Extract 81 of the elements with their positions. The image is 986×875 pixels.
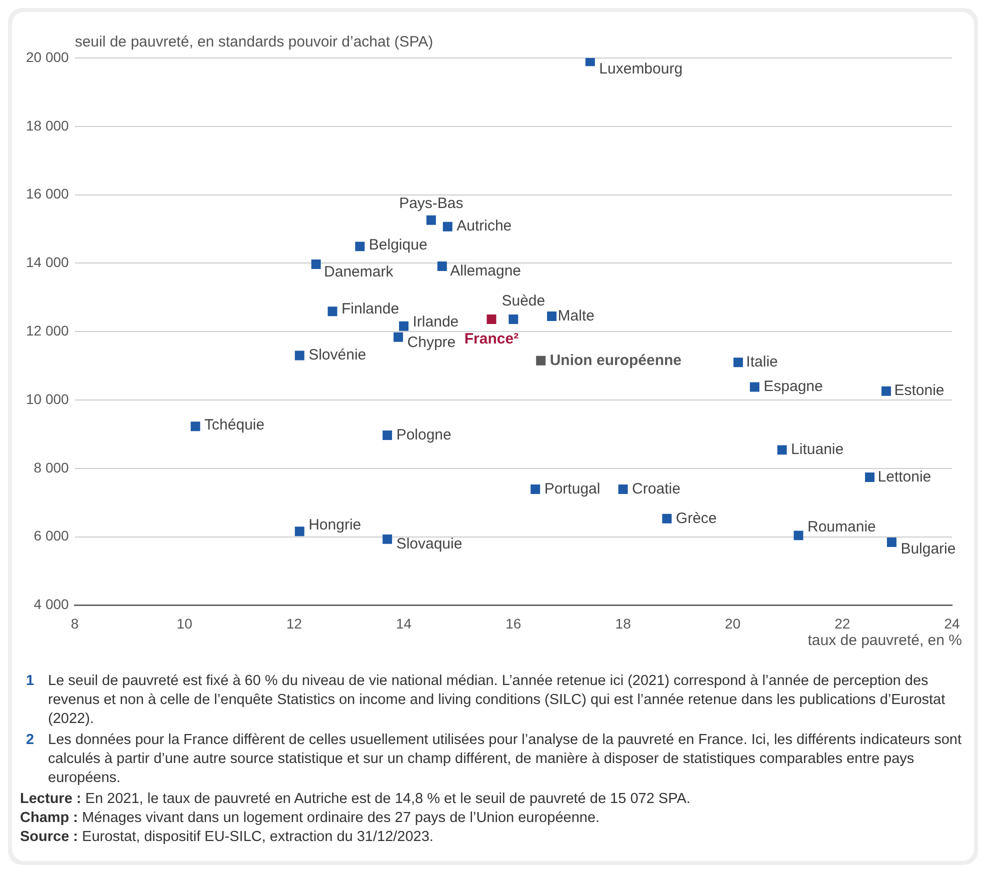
- point: [886, 538, 896, 548]
- annotation: Lettonie: [878, 468, 932, 486]
- point: [536, 356, 546, 366]
- y-tick-label: 20 000: [26, 48, 70, 65]
- y-axis-title: seuil de pauvreté, en standards pouvoir d’achat (SPA): [74, 34, 434, 51]
- point: [442, 222, 452, 232]
- point: [881, 386, 891, 396]
- annotation: Lituanie: [791, 441, 844, 458]
- annotation: Autriche: [456, 218, 512, 235]
- annotation: Portugal: [544, 480, 600, 498]
- source-note: Source : Eurostat, dispositif EU-SILC, extraction du 31/12/2023.: [20, 828, 434, 847]
- point: [311, 259, 321, 269]
- annotation: Slovaquie: [396, 535, 462, 552]
- y-tick-label: 6 000: [34, 528, 70, 544]
- text: Lecture : En 2021, le taux de pauvreté en Autriche est de 14,8 % et le seuil de pauvreté de 15 072 SPA.: [20, 790, 692, 809]
- x-tick-label: 24: [944, 615, 960, 632]
- annotation: Irlande: [412, 313, 459, 330]
- point: [662, 514, 672, 524]
- point: [794, 530, 804, 540]
- annotation: Chypre: [407, 334, 456, 352]
- annotation: Estonie: [894, 382, 944, 400]
- series-label: Union européenne: [550, 352, 682, 369]
- point: [547, 311, 557, 321]
- annotation: Danemark: [324, 263, 394, 280]
- annotation: Malte: [558, 307, 594, 324]
- annotation: Pologne: [396, 426, 452, 444]
- annotation: Espagne: [764, 378, 823, 396]
- annotation: Pays-Bas: [399, 195, 464, 212]
- x-tick-label: 8: [70, 615, 79, 632]
- x-tick-label: 22: [834, 615, 850, 632]
- point: [486, 314, 496, 324]
- point: [294, 526, 304, 536]
- point: [437, 262, 447, 272]
- y-tick-label: 10 000: [26, 390, 70, 407]
- text: Champ : Ménages vivant dans un logement ordinaire des 27 pays de l’Union européenne.: [20, 809, 601, 828]
- annotation: Slovénie: [308, 346, 366, 364]
- point: [394, 332, 404, 342]
- point: [750, 382, 760, 392]
- y-tick-label: 4 000: [34, 596, 70, 612]
- y-tick-label: 18 000: [26, 117, 70, 134]
- annotation: Finlande: [341, 300, 400, 318]
- point: [508, 314, 518, 324]
- x-tick-label: 14: [396, 615, 412, 632]
- point: [618, 484, 628, 494]
- y-tick-label: 16 000: [26, 186, 70, 202]
- annotation: Grèce: [676, 510, 717, 527]
- annotation: Hongrie: [308, 516, 362, 534]
- series-label: France²: [464, 330, 519, 348]
- point: [777, 445, 787, 455]
- point: [190, 422, 200, 432]
- point: [382, 534, 392, 544]
- y-tick-label: 12 000: [26, 322, 70, 338]
- y-tick-label: 8 000: [34, 459, 70, 476]
- point: [530, 484, 540, 494]
- x-axis-title: taux de pauvreté, en %: [808, 632, 962, 649]
- annotation: Allemagne: [450, 262, 522, 280]
- point: [426, 215, 436, 225]
- text: 1 Le seuil de pauvreté est fixé à 60 % du niveau de vie national médian. L’année retenue ici (2021) correspond à l’année de perception des revenus et non à celle de l’enquête Statistics on income and living conditions (SILC) qui est l’année retenue dans les publications d’Eurostat (2022).: [25, 672, 946, 729]
- text: 2 Les données pour la France diffèrent de celles usuellement utilisées pour l’analyse de la pauvreté en France. Ici, les différents indicateurs sont calculés à partir d’une autre source statistique et sur un champ différent, de manière à disposer de statistiques comparables entre pays européens.: [25, 731, 962, 788]
- point: [294, 350, 304, 360]
- y-tick-label: 14 000: [26, 254, 70, 270]
- annotation: Bulgarie: [900, 540, 956, 558]
- point: [382, 430, 392, 440]
- point: [585, 58, 595, 66]
- annotation: Italie: [746, 354, 778, 371]
- annotation: Roumanie: [807, 518, 876, 536]
- x-tick-label: 16: [506, 615, 522, 632]
- point: [733, 358, 743, 368]
- point: [328, 306, 338, 316]
- annotation: Suède: [502, 292, 546, 310]
- x-tick-label: 20: [724, 615, 741, 632]
- x-tick-label: 10: [176, 615, 192, 632]
- point: [399, 321, 409, 331]
- annotation: Luxembourg: [599, 60, 683, 78]
- annotation: Belgique: [368, 236, 428, 254]
- point: [865, 472, 875, 482]
- x-tick-label: 18: [615, 615, 632, 632]
- point: [355, 242, 365, 252]
- x-tick-label: 12: [286, 615, 302, 632]
- annotation: Croatie: [632, 480, 680, 498]
- annotation: Tchéquie: [204, 416, 264, 434]
